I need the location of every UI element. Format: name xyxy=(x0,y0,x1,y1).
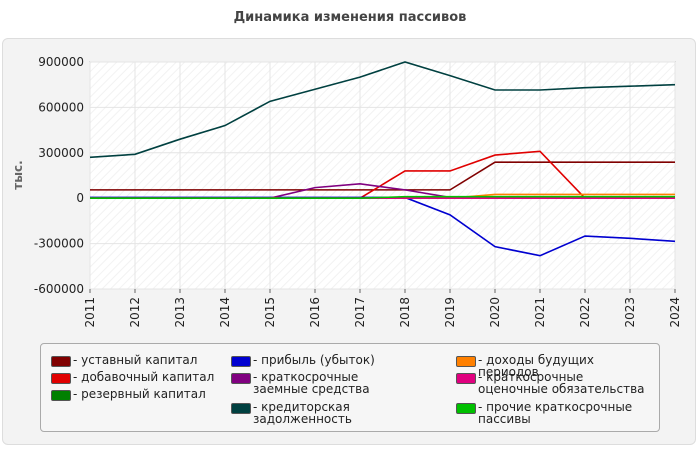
legend-item: - краткосрочные заемные средства xyxy=(231,371,416,395)
legend-swatch xyxy=(456,403,476,414)
x-tick-label: 2015 xyxy=(263,297,277,328)
legend: - уставный капитал - добавочный капитал - … xyxy=(40,343,660,432)
x-tick-label: 2014 xyxy=(218,297,232,328)
legend-item: - доходы будущих периодов xyxy=(456,354,651,378)
legend-swatch xyxy=(456,356,476,367)
x-tick-label: 2021 xyxy=(533,297,547,328)
y-tick-label: 600000 xyxy=(38,100,84,114)
legend-swatch xyxy=(51,373,71,384)
x-tick-label: 2016 xyxy=(308,297,322,328)
legend-swatch xyxy=(51,356,71,367)
series-line xyxy=(90,161,675,191)
x-tick-label: 2011 xyxy=(83,297,97,328)
x-tick-label: 2013 xyxy=(173,297,187,328)
plot-area xyxy=(89,61,676,290)
y-tick-label: -300000 xyxy=(34,237,84,251)
legend-swatch xyxy=(51,390,71,401)
x-tick-label: 2022 xyxy=(578,297,592,328)
x-tick-label: 2024 xyxy=(668,297,682,328)
y-tick-label: 0 xyxy=(76,191,84,205)
legend-label: - прибыль (убыток) xyxy=(253,353,375,367)
x-tick-label: 2012 xyxy=(128,297,142,328)
x-tick-label: 2017 xyxy=(353,297,367,328)
x-tick-label: 2019 xyxy=(443,297,457,328)
legend-swatch xyxy=(231,373,251,384)
legend-label: - краткосрочные заемные средства xyxy=(253,370,370,396)
legend-item: - уставный капитал xyxy=(51,354,236,367)
legend-label: - уставный капитал xyxy=(73,353,198,367)
legend-item: - прочие краткосрочные пассивы xyxy=(456,401,651,425)
x-tick-label: 2020 xyxy=(488,297,502,328)
legend-label: - доходы будущих периодов xyxy=(478,353,594,379)
legend-item: - добавочный капитал xyxy=(51,371,236,384)
legend-label: - добавочный капитал xyxy=(73,370,215,384)
x-tick-label: 2023 xyxy=(623,297,637,328)
legend-item: - краткосрочные оценочные обязательства xyxy=(456,371,651,395)
y-tick-label: 900000 xyxy=(38,55,84,69)
legend-item: - резервный капитал xyxy=(51,388,236,401)
legend-swatch xyxy=(456,373,476,384)
legend-item: - прибыль (убыток) xyxy=(231,354,416,367)
legend-item: - кредиторская задолженность xyxy=(231,401,416,425)
legend-label: - кредиторская задолженность xyxy=(253,400,352,426)
legend-label: - краткосрочные оценочные обязательства xyxy=(478,370,645,396)
x-tick-label: 2018 xyxy=(398,297,412,328)
series-line xyxy=(89,61,676,159)
y-tick-label: -600000 xyxy=(34,282,84,296)
chart-title: Динамика изменения пассивов xyxy=(233,10,467,25)
legend-label: - прочие краткосрочные пассивы xyxy=(478,400,633,426)
series-line xyxy=(90,195,675,199)
legend-label: - резервный капитал xyxy=(73,387,206,401)
y-tick-label: 300000 xyxy=(38,146,84,160)
legend-swatch xyxy=(231,403,251,414)
y-axis-label: тыс. xyxy=(11,160,25,189)
legend-swatch xyxy=(231,356,251,367)
